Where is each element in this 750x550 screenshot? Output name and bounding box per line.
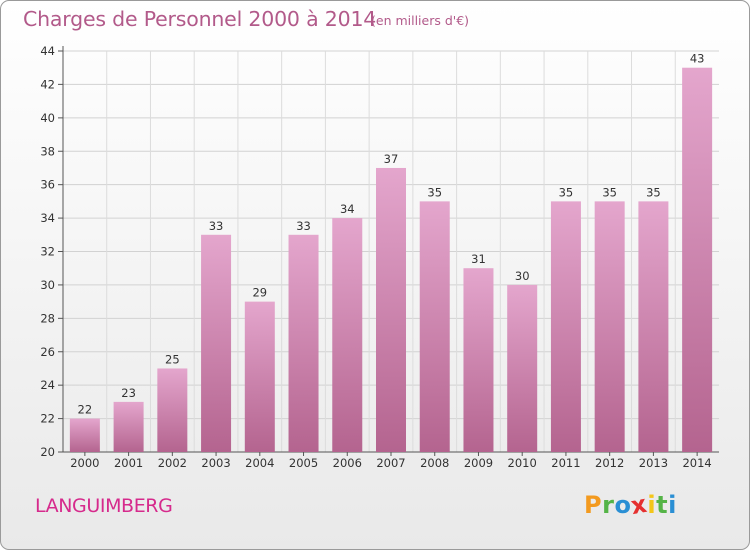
bar-2012 — [594, 201, 625, 452]
y-tick-label: 24 — [40, 378, 55, 392]
x-tick-label: 2000 — [70, 456, 99, 470]
bar-2011 — [550, 201, 581, 452]
x-tick-label: 2013 — [639, 456, 668, 470]
value-label-2005: 33 — [296, 219, 311, 233]
x-tick-label: 2009 — [464, 456, 493, 470]
value-label-2009: 31 — [471, 252, 486, 266]
y-tick-label: 28 — [40, 311, 55, 325]
x-tick-label: 2008 — [420, 456, 449, 470]
logo-letter: P — [584, 491, 603, 519]
bar-2009 — [463, 268, 494, 452]
value-label-2004: 29 — [252, 286, 267, 300]
logo-letter: t — [656, 491, 669, 519]
y-tick-label: 34 — [40, 211, 55, 225]
value-label-2001: 23 — [121, 386, 136, 400]
value-label-2006: 34 — [340, 202, 355, 216]
bar-2013 — [638, 201, 669, 452]
value-label-2010: 30 — [515, 269, 530, 283]
bar-2008 — [419, 201, 450, 452]
y-tick-label: 26 — [40, 345, 55, 359]
y-tick-label: 40 — [40, 111, 55, 125]
y-tick-label: 44 — [40, 44, 55, 58]
commune-name: LANGUIMBERG — [35, 495, 173, 517]
x-tick-label: 2006 — [333, 456, 362, 470]
value-label-2014: 43 — [690, 52, 705, 66]
logo-letter: i — [647, 491, 657, 519]
bar-2006 — [332, 218, 363, 452]
bar-2004 — [244, 301, 275, 452]
logo-letter: o — [614, 491, 632, 519]
bar-2007 — [376, 167, 406, 453]
bar-2010 — [507, 284, 538, 452]
x-tick-label: 2004 — [245, 456, 274, 470]
x-tick-label: 2011 — [551, 456, 580, 470]
x-tick-label: 2014 — [682, 456, 711, 470]
proxiti-logo[interactable]: Proxiti — [584, 490, 677, 520]
bar-2001 — [113, 401, 144, 452]
logo-letter: r — [602, 491, 615, 519]
bar-2005 — [288, 234, 319, 452]
x-tick-label: 2005 — [289, 456, 318, 470]
x-tick-label: 2003 — [201, 456, 230, 470]
y-tick-label: 32 — [40, 245, 55, 259]
value-label-2012: 35 — [602, 185, 617, 199]
y-tick-label: 22 — [40, 412, 55, 426]
x-tick-label: 2007 — [376, 456, 405, 470]
value-label-2002: 25 — [165, 352, 180, 366]
y-tick-label: 38 — [40, 144, 55, 158]
x-tick-label: 2012 — [595, 456, 624, 470]
bar-2000 — [69, 418, 100, 452]
value-label-2011: 35 — [559, 185, 574, 199]
x-tick-label: 2002 — [158, 456, 187, 470]
logo-letter: i — [668, 491, 677, 519]
value-label-2000: 22 — [78, 403, 93, 417]
bar-2002 — [157, 368, 188, 452]
x-tick-label: 2010 — [508, 456, 537, 470]
bar-2014 — [682, 67, 713, 452]
bar-2003 — [201, 234, 232, 452]
value-label-2013: 35 — [646, 185, 661, 199]
y-tick-label: 42 — [40, 77, 55, 91]
bars — [69, 67, 713, 453]
value-label-2003: 33 — [209, 219, 224, 233]
y-tick-label: 36 — [40, 178, 55, 192]
labels: 22 23 25 33 29 33 34 37 35 31 30 35 35 35 43 — [78, 52, 705, 417]
chart-title: Charges de Personnel 2000 à 2014 — [23, 7, 377, 31]
y-tick-label: 20 — [40, 445, 55, 459]
x-tick-label: 2001 — [114, 456, 143, 470]
chart-subtitle: (en milliers d'€) — [371, 13, 470, 28]
value-label-2007: 37 — [384, 152, 399, 166]
value-label-2008: 35 — [427, 185, 442, 199]
y-tick-label: 30 — [40, 278, 55, 292]
